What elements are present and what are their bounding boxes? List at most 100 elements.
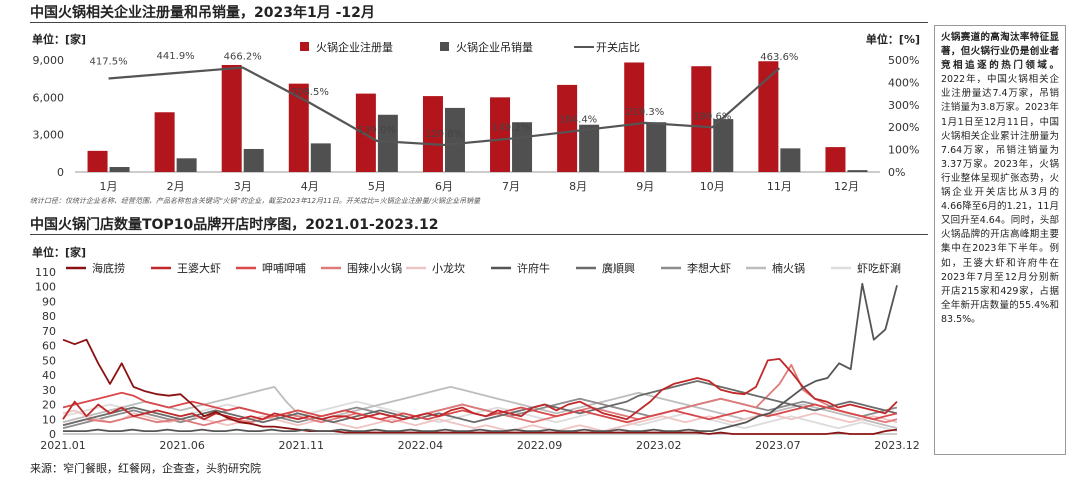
ratio-data-label: 219.3% — [626, 107, 664, 118]
legend-label: 小龙坎 — [432, 262, 465, 275]
bottom-y-tick-label: 100 — [35, 281, 56, 294]
bar-revoke — [243, 148, 264, 172]
legend-label: 许府牛 — [517, 261, 550, 275]
bottom-y-tick-label: 40 — [42, 369, 56, 382]
ratio-data-label: 463.6% — [760, 52, 798, 63]
bar-revoke — [109, 167, 130, 172]
bottom-x-tick-label: 2022.09 — [517, 439, 563, 452]
bottom-y-tick-label: 0 — [49, 428, 56, 441]
bottom-x-tick-label: 2023.02 — [636, 439, 682, 452]
x-tick-label: 11月 — [767, 180, 792, 193]
legend-label: 虾吃虾涮 — [857, 262, 901, 275]
bottom-y-tick-label: 50 — [42, 354, 56, 367]
bottom-x-tick-label: 2023.12 — [874, 439, 920, 452]
y-right-tick-label: 400% — [888, 76, 919, 89]
side-commentary: 火锅赛道的高淘汰率特征显著，但火锅行业仍是创业者竞相追逐的热门领域。2022年，… — [934, 25, 1066, 455]
legend-label: 李想大虾 — [687, 261, 731, 275]
legend-label: 楠火锅 — [772, 261, 805, 275]
bar-revoke — [579, 124, 600, 172]
series-line — [62, 357, 898, 421]
x-tick-label: 6月 — [435, 180, 453, 193]
legend-label: 火锅企业吊销量 — [456, 40, 533, 54]
bar-revoke — [310, 143, 331, 172]
x-tick-label: 3月 — [234, 180, 252, 193]
x-tick-label: 9月 — [636, 180, 654, 193]
ratio-data-label: 417.5% — [89, 56, 127, 67]
ratio-data-label: 149.2% — [492, 123, 530, 134]
bottom-x-tick-label: 2023.07 — [755, 439, 801, 452]
ratio-data-label: 441.9% — [157, 51, 195, 62]
side-commentary-headline: 火锅赛道的高淘汰率特征显著，但火锅行业仍是创业者竞相追逐的热门领域。 — [941, 32, 1059, 72]
bar-register — [758, 61, 779, 172]
bottom-x-tick-label: 2021.06 — [159, 439, 205, 452]
side-commentary-body: 2022年，中国火锅相关企业注册量达7.4万家，吊销注销量为3.8万家。2023… — [941, 74, 1059, 325]
y-right-tick-label: 300% — [888, 99, 919, 112]
bar-revoke — [377, 114, 398, 172]
ratio-line — [108, 66, 781, 147]
charts-canvas: 单位：[家] 单位：[%] 0 3,000 6,000 9,000 0% 100% 200% 30… — [32, 32, 920, 452]
top-unit-right: 单位：[%] — [866, 32, 920, 46]
bar-revoke — [512, 122, 533, 172]
x-tick-label: 1月 — [100, 180, 118, 193]
legend-label: 王婆大虾 — [177, 261, 221, 275]
x-tick-label: 4月 — [301, 180, 319, 193]
ratio-data-label: 139.0% — [358, 125, 396, 136]
bottom-y-tick-label: 110 — [35, 266, 56, 279]
bar-revoke — [646, 122, 667, 172]
ratio-data-label: 199.6% — [693, 111, 731, 122]
y-right-tick-label: 100% — [888, 144, 919, 157]
bottom-y-tick-label: 80 — [42, 310, 56, 323]
ratio-data-label: 466.2% — [224, 52, 262, 63]
series-line — [62, 400, 898, 432]
bar-register — [221, 64, 242, 172]
legend-label: 开关店比 — [596, 40, 640, 54]
legend-swatch — [300, 42, 309, 51]
bar-register — [825, 147, 846, 172]
y-left-tick-label: 9,000 — [33, 54, 65, 67]
bottom-y-tick-label: 30 — [42, 384, 56, 397]
x-tick-label: 5月 — [368, 180, 386, 193]
series-line — [63, 282, 898, 433]
x-tick-label: 12月 — [834, 180, 859, 193]
legend-label: 火锅企业注册量 — [316, 40, 393, 54]
bottom-chart-title: 中国火锅门店数量TOP10品牌开店时序图，2021.01-2023.12 — [30, 217, 439, 233]
ratio-data-label: 184.4% — [559, 115, 597, 126]
series-line — [62, 363, 898, 427]
bar-register — [557, 84, 578, 172]
legend-label: 廣順興 — [602, 261, 635, 275]
series-line — [62, 338, 898, 435]
bar-revoke — [176, 158, 197, 172]
bottom-y-tick-label: 70 — [42, 325, 56, 338]
x-tick-label: 7月 — [502, 180, 520, 193]
bar-register — [288, 83, 309, 172]
y-right-tick-label: 0% — [888, 166, 905, 179]
top-chart-footnote: 统计口径：仅统计企业名称、经营范围、产品名称包含关键词“火锅”的企业，截至202… — [30, 197, 481, 205]
legend-label: 呷哺呷哺 — [262, 262, 306, 275]
bar-register — [490, 97, 511, 172]
x-tick-label: 8月 — [569, 180, 587, 193]
bottom-y-tick-label: 60 — [42, 340, 56, 353]
bar-revoke — [847, 170, 868, 172]
bottom-x-tick-label: 2021.11 — [279, 439, 325, 452]
y-right-tick-label: 200% — [888, 121, 919, 134]
bottom-y-tick-label: 20 — [42, 399, 56, 412]
title-rule-top — [30, 22, 928, 23]
bar-register — [355, 93, 376, 172]
bar-register — [154, 112, 175, 172]
bottom-y-tick-label: 10 — [42, 413, 56, 426]
bar-register — [87, 150, 108, 172]
bottom-y-tick-label: 90 — [42, 295, 56, 308]
y-left-tick-label: 6,000 — [33, 91, 65, 104]
legend-label: 围辣小火锅 — [347, 261, 402, 275]
bar-register — [624, 62, 645, 172]
bottom-unit: 单位：[家] — [32, 245, 86, 259]
x-tick-label: 2月 — [167, 180, 185, 193]
bar-register — [691, 66, 712, 172]
x-tick-label: 10月 — [700, 180, 725, 193]
legend-label: 海底捞 — [92, 261, 125, 275]
y-left-tick-label: 0 — [57, 166, 64, 179]
bar-register — [422, 96, 443, 172]
ratio-data-label: 308.5% — [291, 87, 329, 98]
bar-revoke — [713, 119, 734, 172]
y-right-tick-label: 500% — [888, 54, 919, 67]
